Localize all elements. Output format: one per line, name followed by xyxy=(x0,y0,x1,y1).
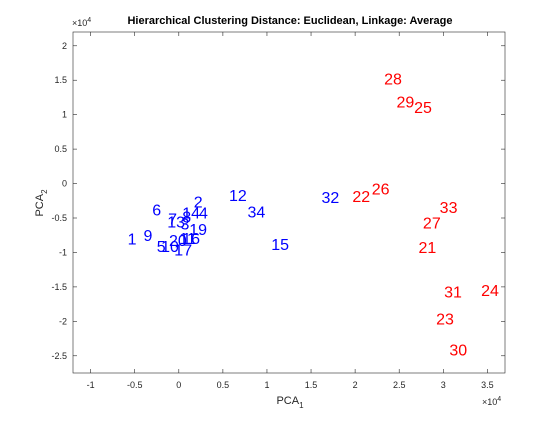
x-tick-label: 0.5 xyxy=(217,380,230,390)
point-label-22: 22 xyxy=(352,189,370,206)
point-label-6: 6 xyxy=(152,203,161,220)
x-tick-label: 3.5 xyxy=(481,380,494,390)
x-axis-label-subscript: 1 xyxy=(299,401,304,410)
point-label-25: 25 xyxy=(414,100,432,117)
point-label-21: 21 xyxy=(419,240,437,257)
point-label-2: 2 xyxy=(194,194,203,211)
point-label-32: 32 xyxy=(322,190,340,207)
point-label-14: 14 xyxy=(182,205,200,222)
point-label-7: 7 xyxy=(168,212,177,229)
point-label-12: 12 xyxy=(229,188,247,205)
point-label-16: 16 xyxy=(182,231,200,248)
x-tick-label: 2 xyxy=(353,380,358,390)
y-tick-label: 1.5 xyxy=(54,75,67,85)
y-tick-label: 1 xyxy=(62,110,67,120)
point-label-23: 23 xyxy=(436,311,454,328)
point-label-11: 11 xyxy=(179,231,196,248)
x-multiplier-base: ×10 xyxy=(482,397,497,407)
plot-area-frame xyxy=(72,31,506,374)
x-axis-label: PCA1 xyxy=(276,395,304,410)
y-tick-label: 0.5 xyxy=(54,144,67,154)
point-label-30: 30 xyxy=(449,342,467,359)
y-axis-label-subscript: 2 xyxy=(40,189,49,194)
point-label-13: 13 xyxy=(167,214,185,231)
point-label-33: 33 xyxy=(440,200,458,217)
x-tick-label: 3 xyxy=(441,380,446,390)
point-label-1: 1 xyxy=(128,232,137,249)
point-label-3: 3 xyxy=(181,216,190,233)
point-label-24: 24 xyxy=(481,283,499,300)
point-label-34: 34 xyxy=(247,205,265,222)
y-tick-label: 0 xyxy=(62,179,67,189)
x-axis-label-main: PCA xyxy=(276,395,299,407)
point-label-4: 4 xyxy=(199,205,208,222)
point-label-10: 10 xyxy=(161,239,179,256)
point-label-9: 9 xyxy=(143,228,152,245)
x-tick-label: -1 xyxy=(87,380,95,390)
y-axis-label-main: PCA xyxy=(34,193,46,216)
point-label-28: 28 xyxy=(384,72,402,89)
ticks-layer: -1 -0.5 0 0.5 1 1.5 2 2.5 3 3.5 -2.5 -2 -1.5 -1 -0.5 0 0… xyxy=(51,32,505,390)
y-tick-label: -1.5 xyxy=(51,282,67,292)
y-tick-label: -0.5 xyxy=(51,213,67,223)
point-label-8: 8 xyxy=(182,210,191,227)
point-label-26: 26 xyxy=(372,181,390,198)
point-label-5: 5 xyxy=(157,239,166,256)
y-tick-label: 2 xyxy=(62,41,67,51)
x-tick-label: 1 xyxy=(264,380,269,390)
point-label-20: 20 xyxy=(169,233,187,250)
y-multiplier-exponent: 4 xyxy=(87,17,91,24)
y-multiplier-base: ×10 xyxy=(72,18,87,28)
x-tick-label: 2.5 xyxy=(393,380,406,390)
point-label-15: 15 xyxy=(271,237,289,254)
y-tick-label: -2 xyxy=(59,316,67,326)
x-multiplier-exponent: 4 xyxy=(497,396,501,403)
y-tick-label: -2.5 xyxy=(51,351,67,361)
x-tick-label: 0 xyxy=(176,380,181,390)
y-tick-label: -1 xyxy=(59,247,67,257)
chart-title: Hierarchical Clustering Distance: Euclid… xyxy=(127,15,452,27)
x-tick-label: 1.5 xyxy=(305,380,318,390)
point-label-29: 29 xyxy=(396,94,414,111)
point-label-17: 17 xyxy=(174,243,192,260)
x-multiplier: ×104 xyxy=(482,396,501,407)
y-multiplier: ×104 xyxy=(72,17,91,28)
y-axis-label: PCA2 xyxy=(34,189,49,217)
x-tick-label: -0.5 xyxy=(127,380,143,390)
point-label-19: 19 xyxy=(189,222,207,239)
point-label-31: 31 xyxy=(444,285,462,302)
point-label-27: 27 xyxy=(423,216,441,233)
